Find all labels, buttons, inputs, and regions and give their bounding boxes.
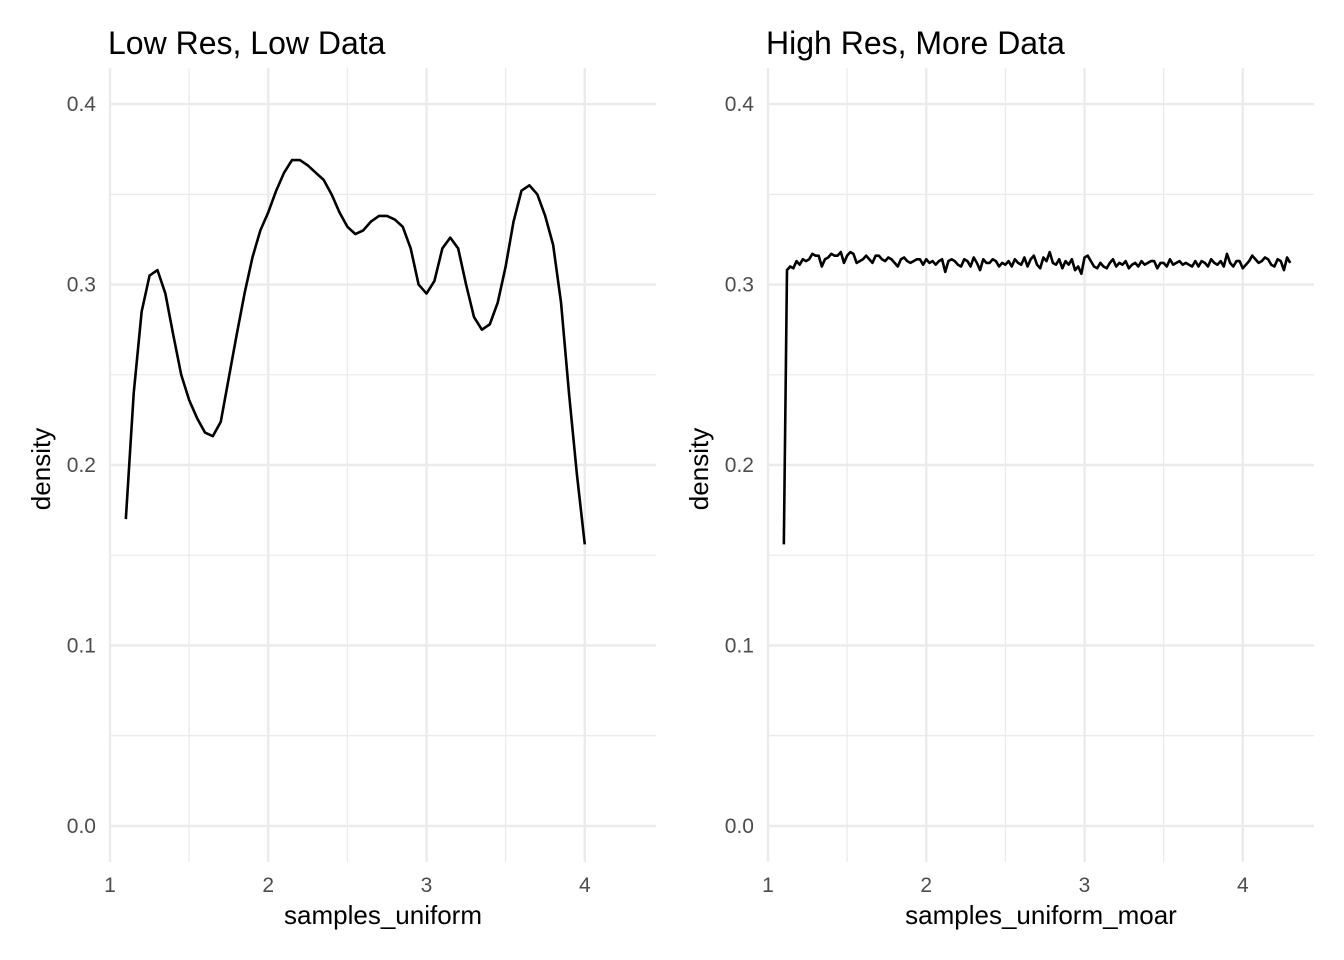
- grid: [766, 68, 1314, 862]
- x-axis-label: samples_uniform: [284, 900, 482, 930]
- x-tick-label: 3: [421, 874, 433, 897]
- y-tick-label: 0.1: [67, 634, 96, 657]
- x-tick-labels: 1 2 3 4: [762, 874, 1249, 897]
- y-tick-label: 0.4: [67, 93, 97, 116]
- y-tick-label: 0.1: [725, 634, 754, 657]
- y-tick-label: 0.0: [725, 815, 754, 838]
- panel-high-res: High Res, More Data 0.0 0.1 0.2 0.3 0.4 1 2 3 4…: [684, 25, 1314, 930]
- density-curve: [124, 158, 587, 545]
- x-tick-label: 1: [104, 874, 116, 897]
- x-tick-label: 2: [262, 874, 274, 897]
- y-tick-labels: 0.0 0.1 0.2 0.3 0.4: [67, 93, 97, 838]
- y-axis-label: density: [26, 428, 56, 510]
- y-tick-label: 0.4: [725, 93, 755, 116]
- y-axis-label: density: [684, 428, 714, 510]
- panel-title: High Res, More Data: [766, 25, 1065, 61]
- x-tick-label: 3: [1079, 874, 1091, 897]
- x-axis-label: samples_uniform_moar: [905, 900, 1177, 930]
- y-tick-label: 0.3: [725, 274, 754, 297]
- x-tick-label: 2: [920, 874, 932, 897]
- y-tick-label: 0.2: [67, 454, 96, 477]
- x-tick-label: 1: [762, 874, 774, 897]
- panel-low-res: Low Res, Low Data 0.0 0.1 0.2 0.3 0.4 1 2 3 4 s…: [26, 25, 656, 930]
- y-tick-label: 0.3: [67, 274, 96, 297]
- y-tick-label: 0.0: [67, 815, 96, 838]
- x-tick-label: 4: [1237, 874, 1249, 897]
- y-tick-labels: 0.0 0.1 0.2 0.3 0.4: [725, 93, 755, 838]
- panel-title: Low Res, Low Data: [108, 25, 386, 61]
- density-curve: [782, 250, 1292, 545]
- x-tick-labels: 1 2 3 4: [104, 874, 591, 897]
- y-tick-label: 0.2: [725, 454, 754, 477]
- x-tick-label: 4: [579, 874, 591, 897]
- grid: [108, 68, 656, 862]
